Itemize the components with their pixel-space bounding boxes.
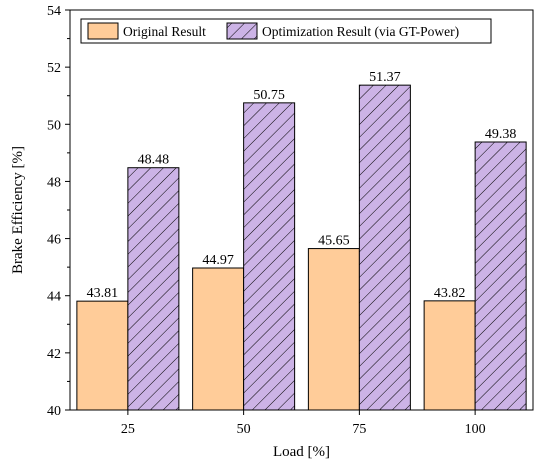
legend-swatch-original-result [87, 22, 119, 40]
bar-original-25 [76, 300, 129, 411]
data-label-optimization-75: 51.37 [369, 70, 401, 85]
data-label-original-75: 45.65 [318, 234, 350, 249]
legend: Original Result Optimization Result (via… [80, 18, 492, 44]
legend-box [80, 18, 492, 44]
bar-optimization-75 [358, 84, 411, 411]
data-label-original-50: 44.97 [202, 253, 234, 268]
data-label-optimization-25: 48.48 [138, 153, 170, 168]
bar-original-100 [423, 300, 476, 411]
bar-optimization-50 [243, 102, 296, 411]
bar-optimization-100 [474, 141, 527, 411]
x-tick-label: 100 [465, 422, 486, 437]
data-label-optimization-50: 50.75 [253, 88, 285, 103]
x-tick-label: 25 [121, 422, 135, 437]
bars-group [76, 84, 527, 411]
data-label-optimization-100: 49.38 [485, 127, 517, 142]
legend-label-optimization-result: Optimization Result (via GT-Power) [262, 24, 459, 39]
x-axis-title: Load [%] [273, 444, 330, 460]
bar-optimization-25 [127, 167, 180, 411]
y-tick-label: 48 [47, 175, 61, 190]
y-tick-label: 42 [47, 347, 61, 362]
y-tick-label: 40 [47, 404, 61, 419]
x-tick-label: 75 [352, 422, 366, 437]
y-tick-label: 54 [47, 4, 61, 19]
y-tick-label: 46 [47, 233, 61, 248]
y-tick-label: 44 [47, 290, 61, 305]
x-tick-label: 50 [237, 422, 251, 437]
legend-swatch-optimization-result [226, 22, 258, 40]
bar-original-50 [192, 267, 245, 411]
data-label-original-25: 43.81 [87, 286, 119, 301]
x-axis-ticks: 25 50 75 100 [121, 410, 486, 437]
data-labels-group: 43.81 48.48 44.97 50.75 45.65 51.37 43.82 49.38 [87, 70, 517, 301]
y-axis-title: Brake Efficiency [%] [10, 146, 26, 274]
y-axis-ticks: 40 42 44 46 48 50 52 54 [47, 4, 70, 419]
y-tick-label: 50 [47, 118, 61, 133]
data-label-original-100: 43.82 [434, 286, 466, 301]
y-tick-label: 52 [47, 61, 61, 76]
bar-original-75 [307, 248, 360, 411]
legend-label-original-result: Original Result [123, 24, 206, 39]
